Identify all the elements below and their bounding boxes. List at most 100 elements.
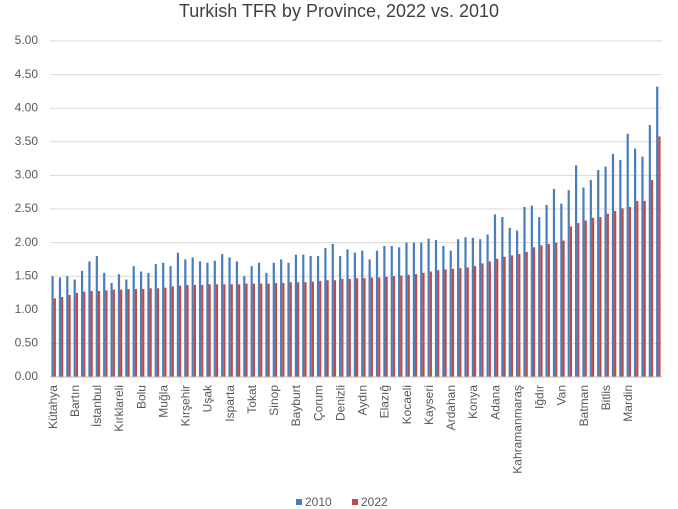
bar bbox=[346, 249, 349, 377]
bar bbox=[400, 275, 403, 377]
bar bbox=[164, 287, 167, 377]
bar bbox=[518, 254, 521, 377]
bar bbox=[569, 226, 573, 377]
bar bbox=[604, 166, 607, 377]
x-tick-label: Aydın bbox=[356, 385, 370, 415]
bar bbox=[110, 282, 113, 377]
bar bbox=[206, 262, 209, 377]
bar bbox=[142, 288, 145, 377]
bar bbox=[245, 283, 248, 377]
bar bbox=[606, 213, 609, 377]
chart-title: Turkish TFR by Province, 2022 vs. 2010 bbox=[179, 1, 499, 21]
bar bbox=[459, 268, 462, 377]
x-tick-label: Tokat bbox=[245, 384, 259, 413]
bar bbox=[390, 245, 393, 377]
bar bbox=[449, 250, 452, 377]
bar bbox=[228, 257, 231, 377]
bar bbox=[319, 280, 322, 377]
bar bbox=[599, 217, 602, 377]
bar bbox=[201, 284, 204, 377]
x-tick-label: Kahramanmaraş bbox=[510, 385, 524, 474]
legend-swatch bbox=[296, 499, 302, 505]
bar bbox=[316, 256, 320, 377]
y-tick-label: 3.50 bbox=[15, 134, 39, 148]
bar bbox=[641, 156, 644, 377]
x-tick-label: Kocaeli bbox=[400, 385, 414, 424]
bar bbox=[223, 284, 226, 377]
bar bbox=[545, 204, 548, 377]
y-tick-label: 2.00 bbox=[15, 235, 39, 249]
x-tick-label: Bartın bbox=[68, 385, 82, 417]
bar bbox=[451, 268, 455, 377]
bar bbox=[370, 277, 373, 377]
bar bbox=[378, 277, 381, 377]
bar bbox=[272, 262, 275, 377]
bar bbox=[589, 180, 592, 377]
bar bbox=[147, 272, 150, 377]
x-tick-label: Bolu bbox=[134, 385, 148, 409]
bar bbox=[260, 283, 263, 377]
bar bbox=[53, 298, 56, 377]
bar bbox=[523, 206, 526, 377]
bar bbox=[412, 242, 415, 377]
x-tick-label: Denizli bbox=[333, 385, 347, 421]
bar bbox=[68, 295, 71, 377]
bar bbox=[407, 274, 410, 377]
bar bbox=[420, 242, 423, 377]
bar bbox=[250, 266, 253, 377]
y-tick-label: 1.50 bbox=[15, 268, 39, 282]
bar bbox=[120, 289, 123, 377]
bar bbox=[75, 293, 79, 377]
bar bbox=[252, 283, 255, 377]
bar bbox=[243, 276, 246, 377]
x-tick-label: Kırşehir bbox=[179, 385, 193, 426]
bar bbox=[331, 243, 334, 377]
y-tick-label: 5.00 bbox=[15, 33, 39, 47]
x-tick-label: Kayseri bbox=[422, 385, 436, 425]
x-tick-label: Kütahya bbox=[46, 385, 60, 429]
bar bbox=[324, 247, 327, 377]
bar bbox=[621, 208, 624, 377]
bar bbox=[488, 261, 491, 377]
bar bbox=[73, 279, 76, 377]
bar bbox=[132, 266, 135, 377]
bar bbox=[442, 245, 445, 377]
bar bbox=[619, 159, 622, 377]
bar bbox=[333, 280, 337, 377]
bar bbox=[643, 200, 646, 377]
bar bbox=[510, 255, 514, 377]
bar bbox=[125, 279, 128, 377]
bar bbox=[311, 281, 314, 377]
bar bbox=[405, 242, 408, 377]
x-tick-label: İstanbul bbox=[90, 385, 104, 427]
x-tick-label: Çorum bbox=[311, 385, 325, 421]
y-tick-label: 3.00 bbox=[15, 168, 39, 182]
x-tick-label: Isparta bbox=[223, 385, 237, 422]
bar bbox=[481, 263, 484, 377]
x-tick-label: Bayburt bbox=[289, 384, 303, 426]
bar bbox=[444, 269, 447, 377]
bar bbox=[179, 285, 182, 377]
x-tick-label: Bitlis bbox=[599, 385, 613, 410]
bar bbox=[348, 278, 351, 377]
bar bbox=[530, 205, 533, 377]
bar bbox=[503, 256, 506, 377]
bar bbox=[176, 252, 180, 377]
bar bbox=[208, 284, 211, 377]
bar bbox=[95, 256, 98, 377]
bar bbox=[501, 217, 504, 377]
bar bbox=[591, 217, 595, 377]
bar bbox=[289, 282, 292, 377]
bar bbox=[368, 259, 371, 377]
bar bbox=[193, 284, 196, 377]
bar bbox=[171, 286, 174, 377]
bar bbox=[149, 288, 152, 377]
bar bbox=[385, 276, 388, 377]
legend-swatch bbox=[352, 499, 358, 505]
bar bbox=[552, 188, 556, 377]
bar bbox=[97, 290, 101, 377]
bar bbox=[191, 257, 194, 377]
legend-label: 2022 bbox=[361, 495, 388, 509]
bar bbox=[238, 284, 241, 377]
bar bbox=[117, 274, 121, 377]
